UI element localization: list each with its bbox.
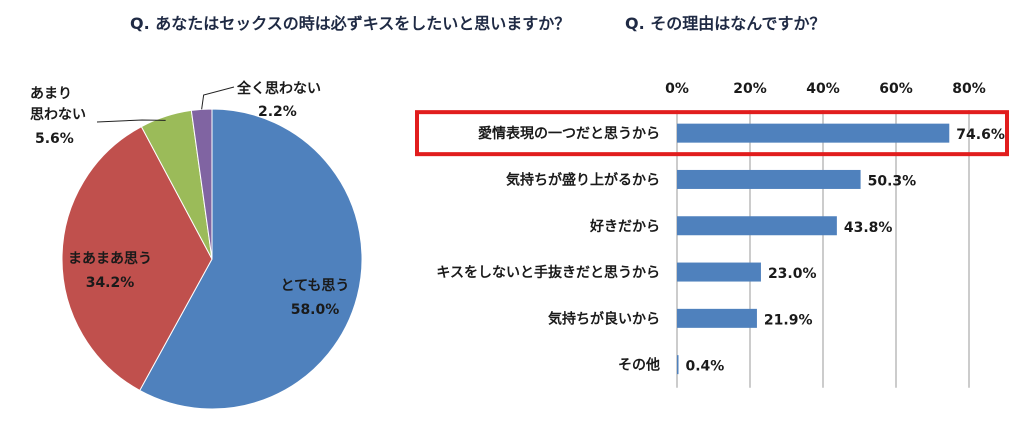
value-label: 21.9% [764,312,813,328]
highlight-box [415,110,1009,157]
pie-slice [139,108,363,410]
value-label: 74.6% [956,127,1005,143]
x-tick-label: 20% [733,81,767,97]
category-label: 気持ちが良いから [548,310,660,327]
pie-slice-label: 全く思わない [236,80,321,97]
value-label: 0.4% [685,359,724,375]
pie-slice-label: あまり [30,86,72,102]
value-label: 50.3% [868,173,917,189]
category-label: その他 [618,357,660,374]
value-label: 43.8% [844,220,893,236]
pie-slice-label: 思わない [30,107,86,123]
leader-line [201,86,235,110]
pie-slice [61,125,213,392]
bar [677,262,761,282]
bar-chart-title: Q. その理由はなんですか？ [625,14,826,33]
category-label: キスをしないと手抜きだと思うから [436,264,660,281]
category-label: 気持ちが盛り上がるから [506,171,660,188]
x-tick-label: 80% [952,81,986,97]
pie-value-label: 5.6% [35,131,74,147]
pie-slice-label: とても思う [281,278,350,294]
pie-value-label: 2.2% [258,104,297,120]
x-tick-label: 40% [806,81,840,97]
pie-value-label: 58.0% [291,302,340,318]
pie-slice [190,108,213,260]
pie-slice-label: まあまあ思う [68,251,152,267]
leader-line [96,119,166,123]
bar [677,355,679,375]
pie-value-label: 34.2% [86,275,135,291]
x-tick-label: 0% [665,81,689,97]
bar [677,216,837,236]
bar [677,123,950,143]
x-tick-label: 60% [879,81,913,97]
bar [677,308,757,328]
value-label: 23.0% [768,266,817,282]
category-label: 愛情表現の一つだと思うから [478,125,660,142]
bar [677,169,861,189]
category-label: 好きだから [589,218,660,235]
pie-chart-title: Q. あなたはセックスの時は必ずキスをしたいと思いますか？ [130,14,571,33]
